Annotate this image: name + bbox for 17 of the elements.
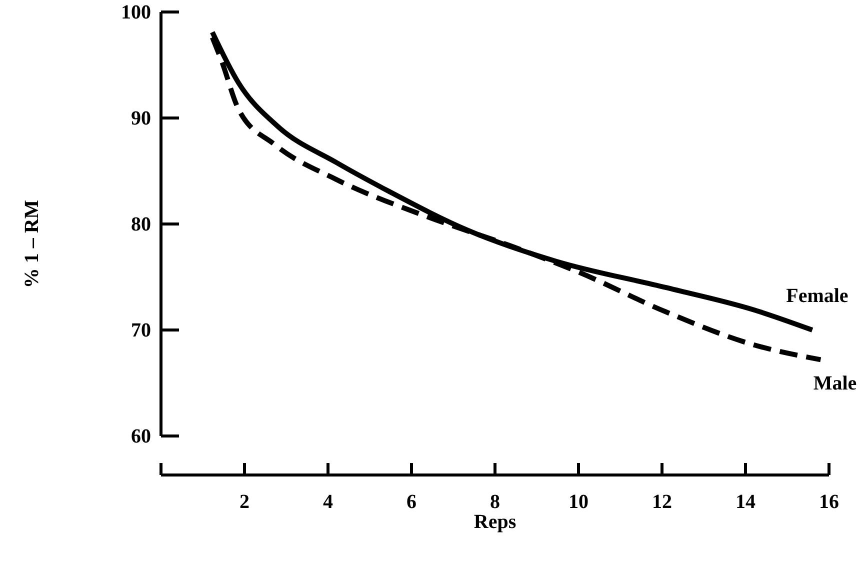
- x-tick-label: 6: [406, 491, 416, 513]
- y-tick-label: 70: [131, 319, 151, 342]
- x-tick-label: 12: [652, 491, 672, 513]
- x-axis-title: Reps: [474, 511, 516, 533]
- series-label: Female: [786, 285, 848, 307]
- x-tick-label: 8: [490, 491, 500, 513]
- x-tick-label: 16: [819, 491, 839, 513]
- y-axis-title: % 1 – RM: [21, 200, 43, 288]
- x-tick-label: 4: [323, 491, 333, 513]
- series-label: Male: [813, 372, 857, 395]
- x-tick-label: 14: [736, 491, 756, 513]
- y-tick-label: 100: [121, 1, 151, 24]
- y-tick-label: 90: [131, 107, 151, 130]
- y-tick-label: 60: [131, 425, 151, 448]
- x-tick-label: 2: [240, 491, 250, 513]
- y-tick-label: 80: [131, 213, 151, 236]
- x-tick-label: 10: [568, 491, 588, 513]
